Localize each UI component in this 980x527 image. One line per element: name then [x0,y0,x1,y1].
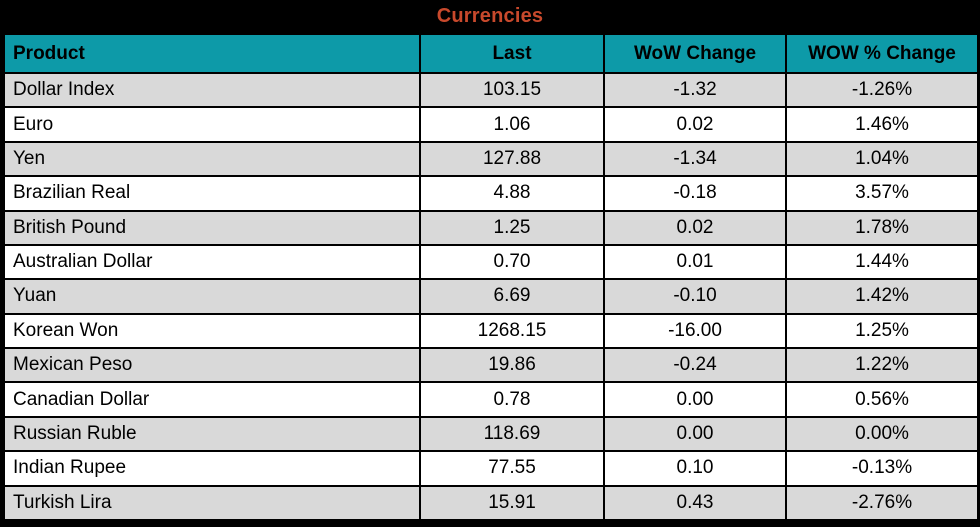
table-row-canadian-dollar: Canadian Dollar 0.78 0.00 0.56% [3,381,979,418]
wow-pct-change-cell: -0.13% [785,450,979,487]
currencies-table: Product Last WoW Change WOW % Change Dol… [3,33,979,521]
header-row: Product Last WoW Change WOW % Change [3,33,979,74]
table-row-brazilian-real: Brazilian Real 4.88 -0.18 3.57% [3,175,979,212]
title-bar: Currencies [3,0,977,33]
column-header-wow-change: WoW Change [603,33,787,74]
table-row-russian-ruble: Russian Ruble 118.69 0.00 0.00% [3,415,979,453]
wow-change-cell: 0.00 [603,381,787,418]
table-row-yuan: Yuan 6.69 -0.10 1.42% [3,278,979,315]
wow-change-cell: 0.02 [603,209,787,246]
last-cell: 1268.15 [419,312,605,350]
wow-change-cell: 0.43 [603,484,787,521]
table-header: Product Last WoW Change WOW % Change [3,33,979,74]
wow-pct-change-cell: -1.26% [785,71,979,109]
wow-change-cell: 0.02 [603,106,787,143]
last-cell: 118.69 [419,415,605,453]
table-row-yen: Yen 127.88 -1.34 1.04% [3,140,979,178]
wow-change-cell: -1.34 [603,140,787,178]
column-header-wow-pct-change: WOW % Change [785,33,979,74]
wow-pct-change-cell: 1.22% [785,346,979,384]
product-cell: Russian Ruble [3,415,421,453]
column-header-last: Last [419,33,605,74]
product-cell: Yuan [3,278,421,315]
last-cell: 1.25 [419,209,605,246]
table-row-turkish-lira: Turkish Lira 15.91 0.43 -2.76% [3,484,979,521]
product-cell: Yen [3,140,421,178]
table-row-australian-dollar: Australian Dollar 0.70 0.01 1.44% [3,243,979,281]
wow-pct-change-cell: 3.57% [785,175,979,212]
product-cell: Australian Dollar [3,243,421,281]
wow-change-cell: 0.01 [603,243,787,281]
column-header-product: Product [3,33,421,74]
table-body: Dollar Index 103.15 -1.32 -1.26% Euro 1.… [3,71,979,521]
last-cell: 15.91 [419,484,605,521]
wow-change-cell: 0.00 [603,415,787,453]
last-cell: 0.78 [419,381,605,418]
wow-change-cell: 0.10 [603,450,787,487]
product-cell: Turkish Lira [3,484,421,521]
last-cell: 127.88 [419,140,605,178]
last-cell: 4.88 [419,175,605,212]
table-row-british-pound: British Pound 1.25 0.02 1.78% [3,209,979,246]
page-title: Currencies [436,5,544,27]
wow-pct-change-cell: 1.44% [785,243,979,281]
wow-pct-change-cell: 1.25% [785,312,979,350]
product-cell: Brazilian Real [3,175,421,212]
wow-pct-change-cell: 0.56% [785,381,979,418]
wow-pct-change-cell: -2.76% [785,484,979,521]
product-cell: Mexican Peso [3,346,421,384]
wow-pct-change-cell: 0.00% [785,415,979,453]
last-cell: 1.06 [419,106,605,143]
wow-change-cell: -1.32 [603,71,787,109]
table-row-dollar-index: Dollar Index 103.15 -1.32 -1.26% [3,71,979,109]
product-cell: Korean Won [3,312,421,350]
table-row-mexican-peso: Mexican Peso 19.86 -0.24 1.22% [3,346,979,384]
wow-pct-change-cell: 1.42% [785,278,979,315]
product-cell: Euro [3,106,421,143]
product-cell: Dollar Index [3,71,421,109]
last-cell: 6.69 [419,278,605,315]
wow-pct-change-cell: 1.46% [785,106,979,143]
wow-change-cell: -0.24 [603,346,787,384]
product-cell: Indian Rupee [3,450,421,487]
table-row-korean-won: Korean Won 1268.15 -16.00 1.25% [3,312,979,350]
wow-change-cell: -0.10 [603,278,787,315]
wow-change-cell: -16.00 [603,312,787,350]
table-row-euro: Euro 1.06 0.02 1.46% [3,106,979,143]
last-cell: 19.86 [419,346,605,384]
last-cell: 103.15 [419,71,605,109]
last-cell: 0.70 [419,243,605,281]
product-cell: Canadian Dollar [3,381,421,418]
wow-pct-change-cell: 1.04% [785,140,979,178]
table-row-indian-rupee: Indian Rupee 77.55 0.10 -0.13% [3,450,979,487]
wow-pct-change-cell: 1.78% [785,209,979,246]
last-cell: 77.55 [419,450,605,487]
product-cell: British Pound [3,209,421,246]
wow-change-cell: -0.18 [603,175,787,212]
